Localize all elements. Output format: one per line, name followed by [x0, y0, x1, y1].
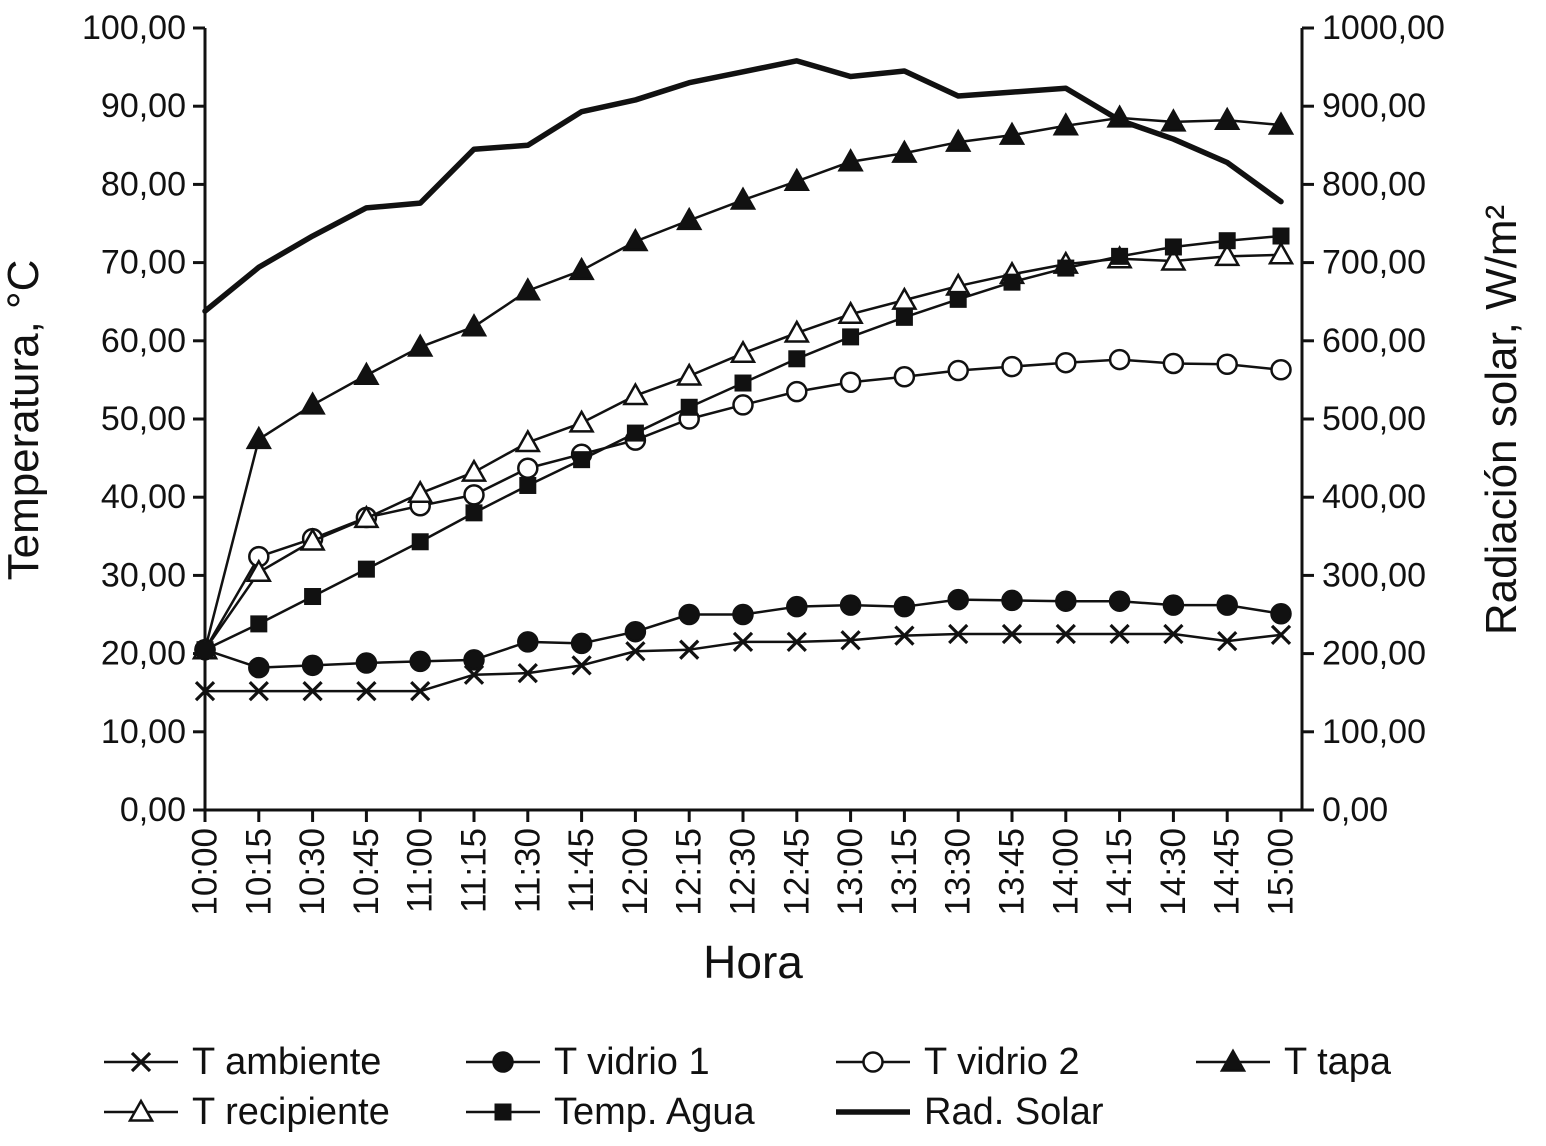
x-tick-label: 13:00 — [831, 828, 870, 916]
series-t-ambiente — [194, 623, 1292, 702]
left-tick-label: 20,00 — [101, 635, 186, 673]
x-tick-label: 12:00 — [616, 828, 655, 916]
x-tick-label: 10:00 — [186, 828, 225, 916]
legend-item-t-vidrio-1: T vidrio 1 — [466, 1041, 710, 1083]
legend-label: T tapa — [1284, 1041, 1392, 1083]
x-tick-label: 10:45 — [347, 828, 386, 916]
series-temp-agua — [196, 227, 1290, 659]
series-markers-t-vidrio-1 — [194, 588, 1292, 679]
right-tick-label: 1000,00 — [1322, 9, 1445, 47]
left-tick-label: 90,00 — [101, 87, 186, 125]
legend-label: T recipiente — [192, 1091, 390, 1133]
left-tick-label: 70,00 — [101, 244, 186, 282]
series-markers-t-ambiente — [194, 623, 1292, 702]
legend-item-t-ambiente: T ambiente — [104, 1041, 381, 1083]
plot-area: 0,00 10,00 20,00 30,00 40,00 50,00 60,00 70,00 8… — [82, 9, 1445, 916]
x-tick-label: 12:30 — [724, 828, 763, 916]
right-tick-label: 100,00 — [1322, 713, 1426, 751]
x-tick-label: 11:30 — [508, 828, 547, 913]
x-tick-label: 11:45 — [562, 828, 601, 913]
legend-label: Rad. Solar — [924, 1091, 1104, 1133]
legend-item-temp-agua: Temp. Agua — [466, 1091, 756, 1133]
right-tick-label: 400,00 — [1322, 478, 1426, 516]
series-line-temp-agua — [203, 234, 1283, 651]
right-tick-label: 900,00 — [1322, 87, 1426, 125]
right-tick-label: 800,00 — [1322, 165, 1426, 203]
right-tick-label: 500,00 — [1322, 400, 1426, 438]
x-axis-title: Hora — [703, 936, 803, 988]
legend-label: T vidrio 1 — [554, 1041, 710, 1083]
left-axis-ticks: 0,00 10,00 20,00 30,00 40,00 50,00 60,00 70,00 8… — [82, 9, 205, 829]
x-tick-label: 14:15 — [1100, 828, 1139, 916]
left-tick-label: 100,00 — [82, 9, 186, 47]
right-axis-title: Radiación solar, W/m² — [1477, 205, 1526, 635]
right-axis-ticks: 0,00 100,00 200,00 300,00 400,00 500,00 600,00… — [1302, 9, 1445, 829]
legend-item-t-recipiente: T recipiente — [104, 1091, 390, 1133]
left-tick-label: 30,00 — [101, 556, 186, 594]
x-tick-label: 11:15 — [455, 828, 494, 913]
left-tick-label: 40,00 — [101, 478, 186, 516]
x-tick-label: 14:45 — [1208, 828, 1247, 916]
x-axis-ticks: 10:00 10:15 10:30 10:45 11:00 11:15 11:30 11:45… — [186, 810, 1301, 916]
legend-label: T ambiente — [192, 1041, 381, 1083]
series-line-t-recipiente — [203, 253, 1283, 651]
left-tick-label: 50,00 — [101, 400, 186, 438]
x-tick-label: 14:30 — [1154, 828, 1193, 916]
right-tick-label: 200,00 — [1322, 635, 1426, 673]
x-tick-label: 13:45 — [993, 828, 1032, 916]
x-tick-label: 15:00 — [1262, 828, 1301, 916]
left-axis-title: Temperatura, °C — [0, 260, 48, 581]
x-tick-label: 13:15 — [885, 828, 924, 916]
x-tick-label: 10:15 — [239, 828, 278, 916]
left-tick-label: 80,00 — [101, 165, 186, 203]
legend-label: Temp. Agua — [554, 1091, 756, 1133]
series-t-vidrio-1 — [194, 588, 1292, 679]
left-tick-label: 0,00 — [120, 791, 186, 829]
series-markers-temp-agua — [196, 227, 1290, 659]
legend: T ambiente T vidrio 1 T vidrio 2 T tapa T re… — [104, 1041, 1392, 1133]
legend-item-t-tapa: T tapa — [1196, 1041, 1392, 1083]
left-tick-label: 10,00 — [101, 713, 186, 751]
legend-label: T vidrio 2 — [924, 1041, 1080, 1083]
right-tick-label: 700,00 — [1322, 244, 1426, 282]
legend-item-t-vidrio-2: T vidrio 2 — [836, 1041, 1080, 1083]
x-tick-label: 10:30 — [293, 828, 332, 916]
right-tick-label: 0,00 — [1322, 791, 1388, 829]
x-tick-label: 12:15 — [670, 828, 709, 916]
series-line-rad-solar — [202, 58, 1284, 314]
x-tick-label: 13:30 — [939, 828, 978, 916]
right-tick-label: 300,00 — [1322, 556, 1426, 594]
legend-item-rad-solar: Rad. Solar — [836, 1091, 1104, 1133]
right-tick-label: 600,00 — [1322, 322, 1426, 360]
series-rad-solar — [202, 58, 1284, 314]
x-tick-label: 14:00 — [1046, 828, 1085, 916]
x-tick-label: 11:00 — [401, 828, 440, 913]
x-tick-label: 12:45 — [777, 828, 816, 916]
left-tick-label: 60,00 — [101, 322, 186, 360]
